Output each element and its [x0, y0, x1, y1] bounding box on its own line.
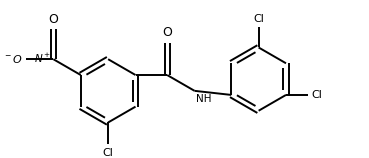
Text: Cl: Cl — [311, 90, 322, 100]
Text: O: O — [48, 13, 58, 26]
Text: Cl: Cl — [253, 14, 264, 24]
Text: Cl: Cl — [103, 148, 114, 158]
Text: $^-O$: $^-O$ — [3, 53, 23, 65]
Text: NH: NH — [196, 94, 211, 104]
Text: $N^+$: $N^+$ — [34, 52, 51, 65]
Text: O: O — [162, 26, 172, 39]
